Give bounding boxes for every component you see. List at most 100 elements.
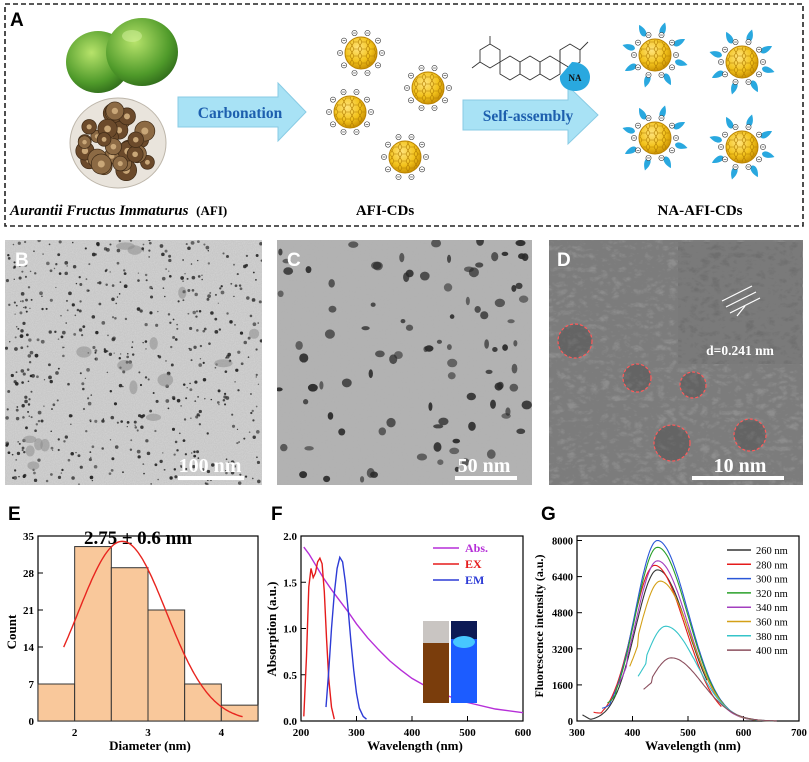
slice-center	[97, 160, 105, 168]
nanoparticle-dot	[64, 260, 69, 265]
nanoparticle-dot	[123, 272, 127, 275]
nanoparticle-dot	[198, 414, 201, 417]
x-tick-label: 500	[680, 728, 696, 739]
nanoparticle-dot	[239, 473, 242, 476]
nanoparticle-dot	[62, 346, 64, 349]
nanoparticle-dot	[116, 248, 121, 253]
scale-label-b: 100 nm	[179, 455, 242, 477]
x-tick-label: 300	[569, 728, 585, 739]
na-drop-icon	[622, 44, 635, 51]
nanoparticle-dot	[256, 430, 260, 434]
nanoparticle-dot	[101, 419, 105, 423]
na-drop-icon	[750, 165, 758, 178]
e-xlabel: Diameter (nm)	[109, 738, 191, 753]
nanoparticle-dot	[182, 439, 186, 442]
nanoparticle-dot	[257, 479, 261, 484]
na-drop-icon	[639, 107, 647, 120]
nanoparticle-dot	[193, 450, 196, 454]
crystal-particle	[623, 364, 651, 392]
nanoparticle-dot	[256, 460, 261, 465]
nanoparticle-dot	[184, 273, 186, 275]
nanoparticle-dot	[49, 269, 53, 273]
nanoparticle-dot	[90, 456, 92, 459]
nanoparticle-dot	[12, 243, 15, 246]
nanoparticle-dot	[192, 310, 196, 315]
scale-bar-c	[455, 476, 517, 480]
legend-label: EM	[465, 573, 484, 587]
nanoparticle-dot	[165, 399, 170, 403]
nanoparticle-dot	[118, 383, 123, 388]
nanoparticle-dot	[37, 419, 41, 423]
nanoparticle-dot	[244, 475, 248, 478]
nanoparticle-dot	[75, 282, 78, 285]
nanoparticle-dot	[475, 262, 484, 268]
aggregate-blob	[117, 360, 133, 371]
carbon-lattice	[346, 38, 376, 68]
x-tick-label: 700	[791, 728, 807, 739]
aggregate-blob	[178, 286, 187, 299]
na-drop-icon	[673, 122, 686, 130]
na-tag: NA	[569, 73, 582, 83]
nanoparticle-dot	[17, 241, 21, 245]
nanoparticle-dot	[137, 279, 140, 282]
nanoparticle-dot	[176, 449, 179, 452]
nanoparticle-dot	[216, 401, 220, 404]
nanoparticle-dot	[114, 316, 117, 320]
nanoparticle-dot	[201, 467, 205, 472]
g-ylabel: Fluorescence intensity (a.u.)	[533, 554, 546, 697]
crystal-particle	[558, 324, 592, 358]
nanoparticle-dot	[222, 398, 226, 402]
nanoparticle-dot	[190, 240, 195, 245]
na-drop-icon	[639, 24, 647, 37]
nanoparticle-dot	[229, 320, 233, 324]
nanoparticle-dot	[172, 318, 175, 321]
tem-panel-c	[277, 240, 532, 485]
nanoparticle-dot	[16, 406, 19, 408]
nanoparticle-dot	[454, 466, 460, 472]
nanoparticle-dot	[182, 299, 185, 302]
nanoparticle-dot	[13, 301, 16, 304]
nanoparticle-dot	[78, 328, 83, 332]
nanoparticle-dot	[278, 248, 283, 256]
nanoparticle-dot	[255, 278, 257, 281]
na-drop-icon	[726, 31, 734, 44]
panel-a-scheme: A Carbonation Self-assembly NA Aurantii	[4, 3, 804, 227]
nanoparticle-dot	[20, 292, 25, 296]
nanoparticle-dot	[39, 291, 43, 296]
nanoparticle-dot	[26, 345, 29, 348]
nanoparticle-dot	[64, 271, 68, 276]
nanoparticle-dot	[184, 453, 188, 456]
nanoparticle-dot	[73, 332, 77, 336]
afi-cd-particle	[337, 30, 385, 76]
nanoparticle-dot	[5, 443, 9, 447]
nanoparticle-dot	[231, 424, 236, 428]
nanoparticle-dot	[57, 448, 60, 452]
nanoparticle-dot	[327, 412, 334, 420]
nanoparticle-dot	[15, 416, 20, 421]
nanoparticle-dot	[206, 469, 211, 474]
y-tick-label: 14	[23, 642, 35, 654]
x-tick-label: 400	[404, 727, 421, 739]
nanoparticle-dot	[194, 292, 198, 297]
nanoparticle-dot	[178, 432, 181, 435]
nanoparticle-dot	[10, 373, 14, 378]
na-drop-icon	[709, 136, 722, 143]
nanoparticle-dot	[256, 456, 258, 459]
nanoparticle-dot	[245, 254, 249, 257]
plot-frame	[300, 535, 524, 722]
slice-center	[86, 124, 92, 130]
panel-e-histogram: E 2.75 ± 0.6 nm 2 3 4 0 7 14 21 28 35 Diameter (…	[4, 504, 259, 753]
nanoparticle-dot	[197, 395, 200, 398]
nanoparticle-dot	[233, 263, 235, 266]
nanoparticle-dot	[202, 329, 206, 333]
nanoparticle-dot	[87, 401, 92, 406]
nanoparticle-dot	[40, 339, 45, 344]
nanoparticle-dot	[13, 278, 15, 281]
nanoparticle-dot	[118, 240, 121, 243]
nanoparticle-dot	[67, 458, 71, 462]
nanoparticle-dot	[197, 275, 201, 278]
highlight-circle	[733, 418, 767, 452]
nanoparticle-dot	[6, 408, 9, 411]
nanoparticle-dot	[24, 263, 28, 267]
nanoparticle-dot	[405, 269, 414, 278]
